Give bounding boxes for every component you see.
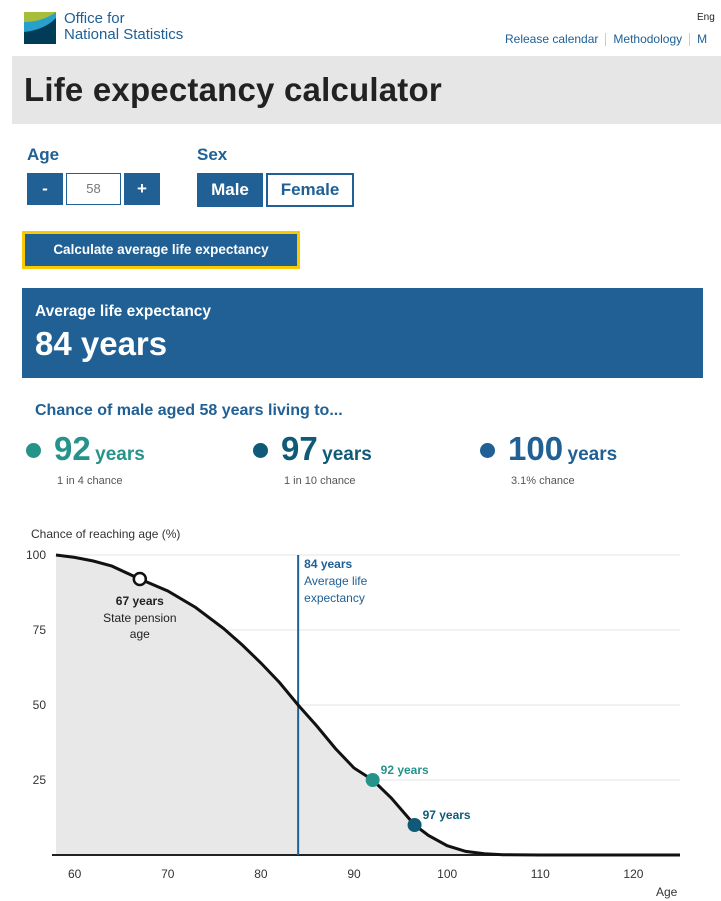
age-increment-button[interactable]: + <box>124 173 160 205</box>
org-name[interactable]: Office for National Statistics <box>64 11 183 43</box>
methodology-link[interactable]: Methodology <box>613 32 683 46</box>
chance-age: 92 <box>54 430 91 467</box>
x-axis-title: Age <box>656 885 678 899</box>
sex-label: Sex <box>197 145 228 164</box>
link-divider <box>689 33 691 47</box>
x-tick-label: 60 <box>68 867 82 881</box>
survival-curve <box>55 553 680 857</box>
page-title: Life expectancy calculator <box>24 71 442 108</box>
pension-age-marker <box>132 571 148 587</box>
x-tick-label: 70 <box>161 867 175 881</box>
age-marker-dot <box>365 773 380 787</box>
calculate-button[interactable]: Calculate average life expectancy <box>22 231 300 269</box>
age-input[interactable]: 58 <box>66 173 121 205</box>
title-bar <box>12 56 721 124</box>
sex-male-button[interactable]: Male <box>197 173 263 207</box>
chance-text: 1 in 4 chance <box>57 475 123 487</box>
age-decrement-button[interactable]: - <box>27 173 63 205</box>
y-tick-labels: 25 50 75 100 <box>26 548 46 787</box>
result-value: 84 years <box>35 325 168 362</box>
y-axis-title: Chance of reaching age (%) <box>31 527 180 541</box>
pension-age-label: age <box>130 627 150 641</box>
language-link[interactable]: Eng <box>697 12 715 23</box>
y-tick-label: 50 <box>33 698 47 712</box>
average-line-label: Average life <box>304 574 367 588</box>
chance-text: 3.1% chance <box>511 475 575 487</box>
x-tick-label: 80 <box>254 867 268 881</box>
chance-unit: years <box>322 444 372 465</box>
x-tick-label: 120 <box>623 867 643 881</box>
x-tick-label: 90 <box>347 867 361 881</box>
pension-age-title: 67 years <box>116 594 164 608</box>
x-tick-labels: 60 70 80 90 100 110 120 <box>68 867 644 881</box>
result-label: Average life expectancy <box>35 303 212 320</box>
org-name-line1: Office for <box>64 10 125 27</box>
release-calendar-link[interactable]: Release calendar <box>505 32 599 46</box>
chance-age: 100 <box>508 430 564 467</box>
link-divider <box>605 33 607 47</box>
average-line-title: 84 years <box>304 557 352 571</box>
x-tick-label: 100 <box>437 867 457 881</box>
top-links: Release calendar Methodology M <box>505 32 708 47</box>
chance-text: 1 in 10 chance <box>284 475 356 487</box>
survival-area <box>56 555 680 855</box>
x-tick-label: 110 <box>531 867 550 881</box>
y-tick-label: 100 <box>26 548 46 562</box>
teal-dot-icon <box>26 443 41 458</box>
annotations: 67 years State pension age 84 years Average … <box>103 557 471 832</box>
chance-unit: years <box>95 444 145 465</box>
sex-female-button[interactable]: Female <box>266 173 354 207</box>
more-link[interactable]: M <box>697 32 708 46</box>
ons-logo-icon[interactable] <box>24 12 56 44</box>
result-panel <box>22 288 703 378</box>
blue-dot-icon <box>480 443 495 458</box>
pension-age-label: State pension <box>103 611 176 625</box>
y-tick-label: 75 <box>33 623 47 637</box>
org-name-line2: National Statistics <box>64 26 184 43</box>
chance-unit: years <box>567 444 618 465</box>
survival-chart: Chance of reaching age (%) 25 50 75 100 60 7… <box>26 527 680 899</box>
age-label: Age <box>27 145 60 164</box>
y-tick-label: 25 <box>33 773 47 787</box>
age-marker-label: 92 years <box>381 763 429 777</box>
dark-teal-dot-icon <box>253 443 268 458</box>
age-marker-label: 97 years <box>423 808 471 822</box>
chances-heading: Chance of male aged 58 years living to..… <box>35 402 343 419</box>
age-marker-dot <box>407 818 422 832</box>
chance-age: 97 <box>281 430 318 467</box>
average-line-label: expectancy <box>304 591 365 605</box>
